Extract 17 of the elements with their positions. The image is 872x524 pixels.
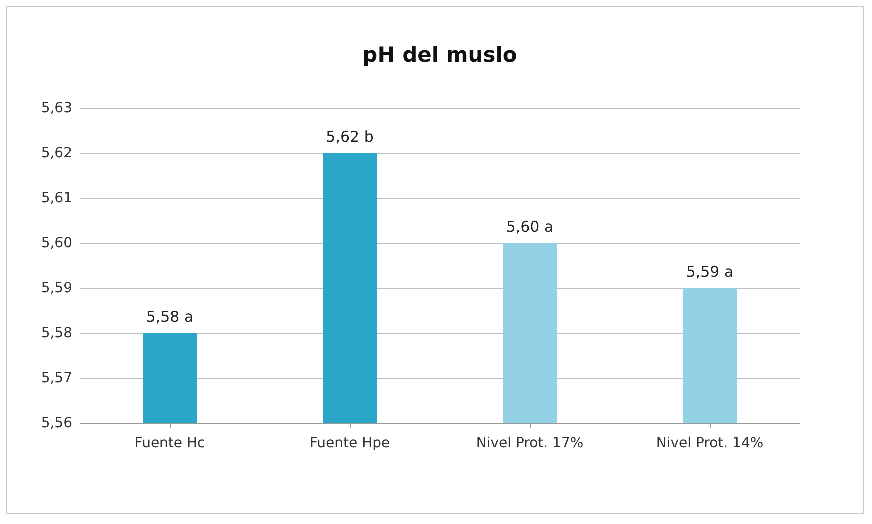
y-tick-label: 5,62 [41,146,72,162]
x-tick-label: Fuente Hpe [310,436,390,452]
y-tick-label: 5,61 [41,190,72,206]
y-tick-label: 5,56 [41,416,73,432]
x-tick-label: Fuente Hc [134,436,206,452]
data-label: 5,60 a [506,218,554,236]
y-tick-label: 5,63 [41,100,72,116]
x-tick-label: Nivel Prot. 14% [656,436,764,452]
y-tick-label: 5,60 [41,236,72,252]
y-tick-label: 5,57 [41,370,72,386]
data-label: 5,59 a [686,263,734,281]
x-tick-label: Nivel Prot. 17% [476,436,584,452]
y-tick-label: 5,59 [41,280,72,296]
data-label: 5,58 a [146,308,194,326]
y-tick-label: 5,58 [41,326,72,342]
data-label: 5,62 b [326,128,374,146]
chart-title: pH del muslo [362,43,518,67]
